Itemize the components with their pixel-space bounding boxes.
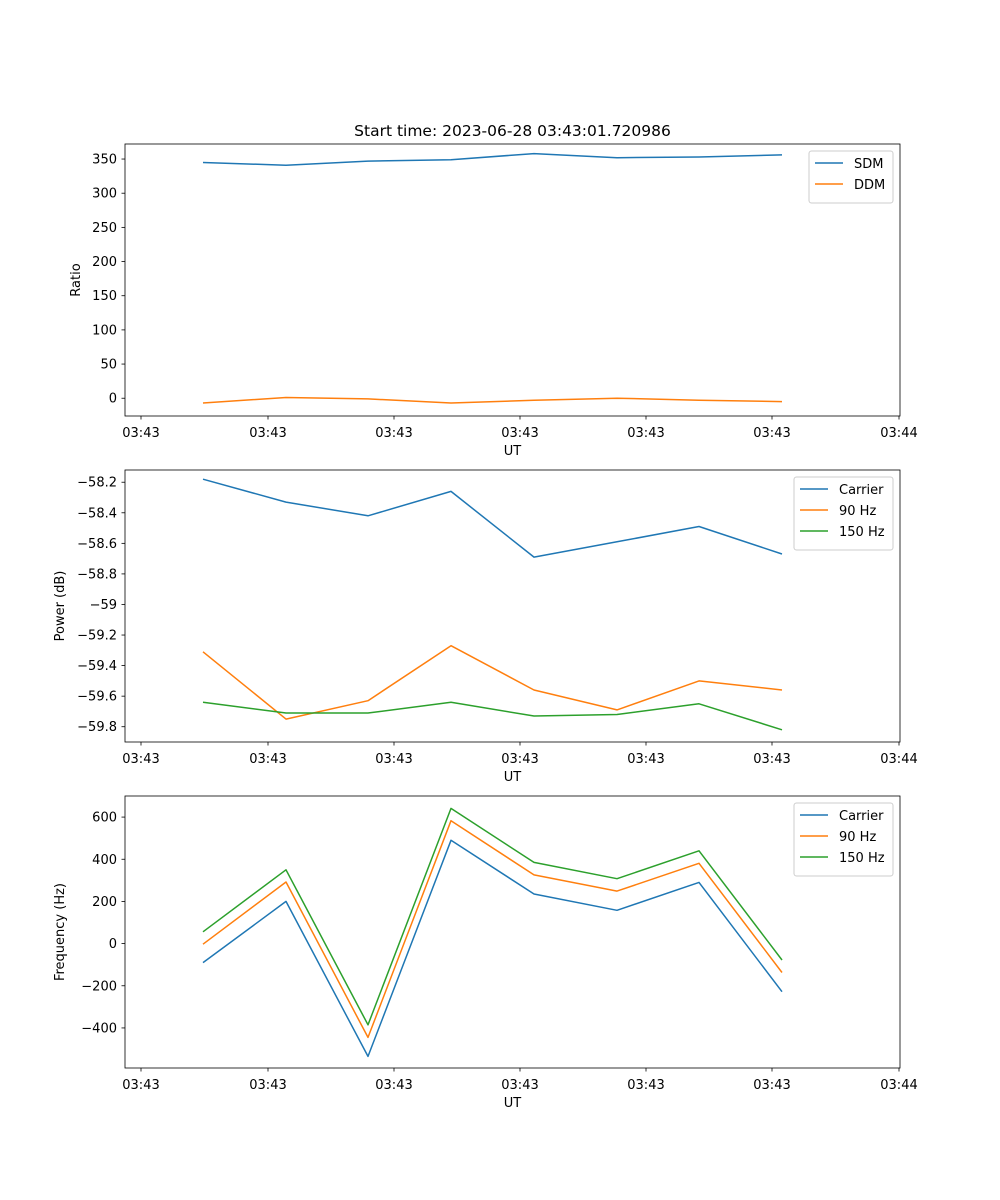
legend-label: 90 Hz (839, 830, 876, 845)
legend-label: 90 Hz (839, 504, 876, 519)
legend-box (808, 150, 894, 204)
legend: Carrier 90 Hz 150 Hz (793, 802, 894, 877)
x-tick-label: 03:43 (627, 426, 664, 441)
x-tick-label: 03:43 (122, 752, 159, 767)
y-tick-label: 300 (92, 187, 117, 202)
x-tick-label: 03:43 (627, 1078, 664, 1093)
y-tick-label: 400 (92, 853, 117, 868)
x-axis-label: UT (504, 1096, 522, 1111)
axes-frame (124, 795, 901, 1069)
x-tick-label: 03:43 (249, 752, 286, 767)
series-line-90-hz (202, 819, 783, 1039)
series-line-carrier (202, 839, 783, 1058)
y-tick-label: −58.4 (77, 506, 117, 521)
y-axis-label: Frequency (Hz) (53, 883, 68, 981)
series-line-carrier (202, 478, 783, 558)
legend-label: Carrier (839, 483, 884, 498)
x-tick-label: 03:43 (375, 752, 412, 767)
y-tick-label: −59 (90, 598, 117, 613)
panel-3: 03:43 03:43 03:43 03:43 03:43 03:43 03:44 −400 −… (53, 795, 918, 1111)
legend-label: 150 Hz (839, 525, 885, 540)
legend-label: DDM (854, 178, 885, 193)
x-tick-label: 03:43 (753, 752, 790, 767)
panel-1: 03:43 03:43 03:43 03:43 03:43 03:43 03:44 0 50 10… (69, 143, 918, 459)
x-tick-label: 03:43 (501, 752, 538, 767)
x-tick-label: 03:43 (753, 1078, 790, 1093)
legend-label: 150 Hz (839, 851, 885, 866)
figure-title: Start time: 2023-06-28 03:43:01.720986 (354, 122, 671, 140)
y-tick-label: 200 (92, 895, 117, 910)
y-tick-label: 600 (92, 811, 117, 826)
y-axis-label: Ratio (69, 263, 84, 296)
y-tick-label: 250 (92, 221, 117, 236)
y-tick-label: 0 (109, 392, 117, 407)
legend: SDM DDM (808, 150, 894, 204)
y-axis-label: Power (dB) (53, 571, 68, 642)
y-tick-label: −59.4 (77, 659, 117, 674)
x-tick-label: 03:43 (122, 1078, 159, 1093)
y-tick-label: −59.6 (77, 690, 117, 705)
x-tick-label: 03:43 (249, 426, 286, 441)
x-tick-label: 03:43 (122, 426, 159, 441)
y-tick-label: −58.8 (77, 567, 117, 582)
y-tick-label: 150 (92, 289, 117, 304)
panel-2: 03:43 03:43 03:43 03:43 03:43 03:43 03:44 −58.2… (53, 469, 918, 785)
series-line-150-hz (202, 701, 783, 731)
y-tick-label: −59.2 (77, 629, 117, 644)
y-tick-label: 200 (92, 255, 117, 270)
y-tick-label: −58.2 (77, 476, 117, 491)
y-tick-label: −58.6 (77, 537, 117, 552)
y-tick-label: −400 (81, 1021, 117, 1036)
y-tick-label: 50 (100, 358, 117, 373)
x-tick-label: 03:44 (880, 752, 917, 767)
legend-label: SDM (854, 157, 883, 172)
y-tick-label: 350 (92, 153, 117, 168)
x-tick-label: 03:43 (249, 1078, 286, 1093)
x-tick-label: 03:43 (375, 1078, 412, 1093)
axes-frame (124, 469, 901, 743)
series-line-150-hz (202, 807, 783, 1026)
y-tick-label: −59.8 (77, 720, 117, 735)
legend-label: Carrier (839, 809, 884, 824)
y-tick-label: −200 (81, 979, 117, 994)
y-tick-label: 100 (92, 323, 117, 338)
series-line-sdm (202, 152, 783, 166)
axes-frame (124, 143, 901, 417)
legend: Carrier 90 Hz 150 Hz (793, 476, 894, 551)
y-tick-label: 0 (109, 937, 117, 952)
x-tick-label: 03:43 (375, 426, 412, 441)
x-tick-label: 03:43 (501, 1078, 538, 1093)
x-tick-label: 03:44 (880, 1078, 917, 1093)
x-tick-label: 03:43 (753, 426, 790, 441)
series-line-90-hz (202, 644, 783, 720)
x-axis-label: UT (504, 444, 522, 459)
series-line-ddm (202, 396, 783, 404)
x-tick-label: 03:44 (880, 426, 917, 441)
x-axis-label: UT (504, 770, 522, 785)
x-tick-label: 03:43 (501, 426, 538, 441)
x-tick-label: 03:43 (627, 752, 664, 767)
